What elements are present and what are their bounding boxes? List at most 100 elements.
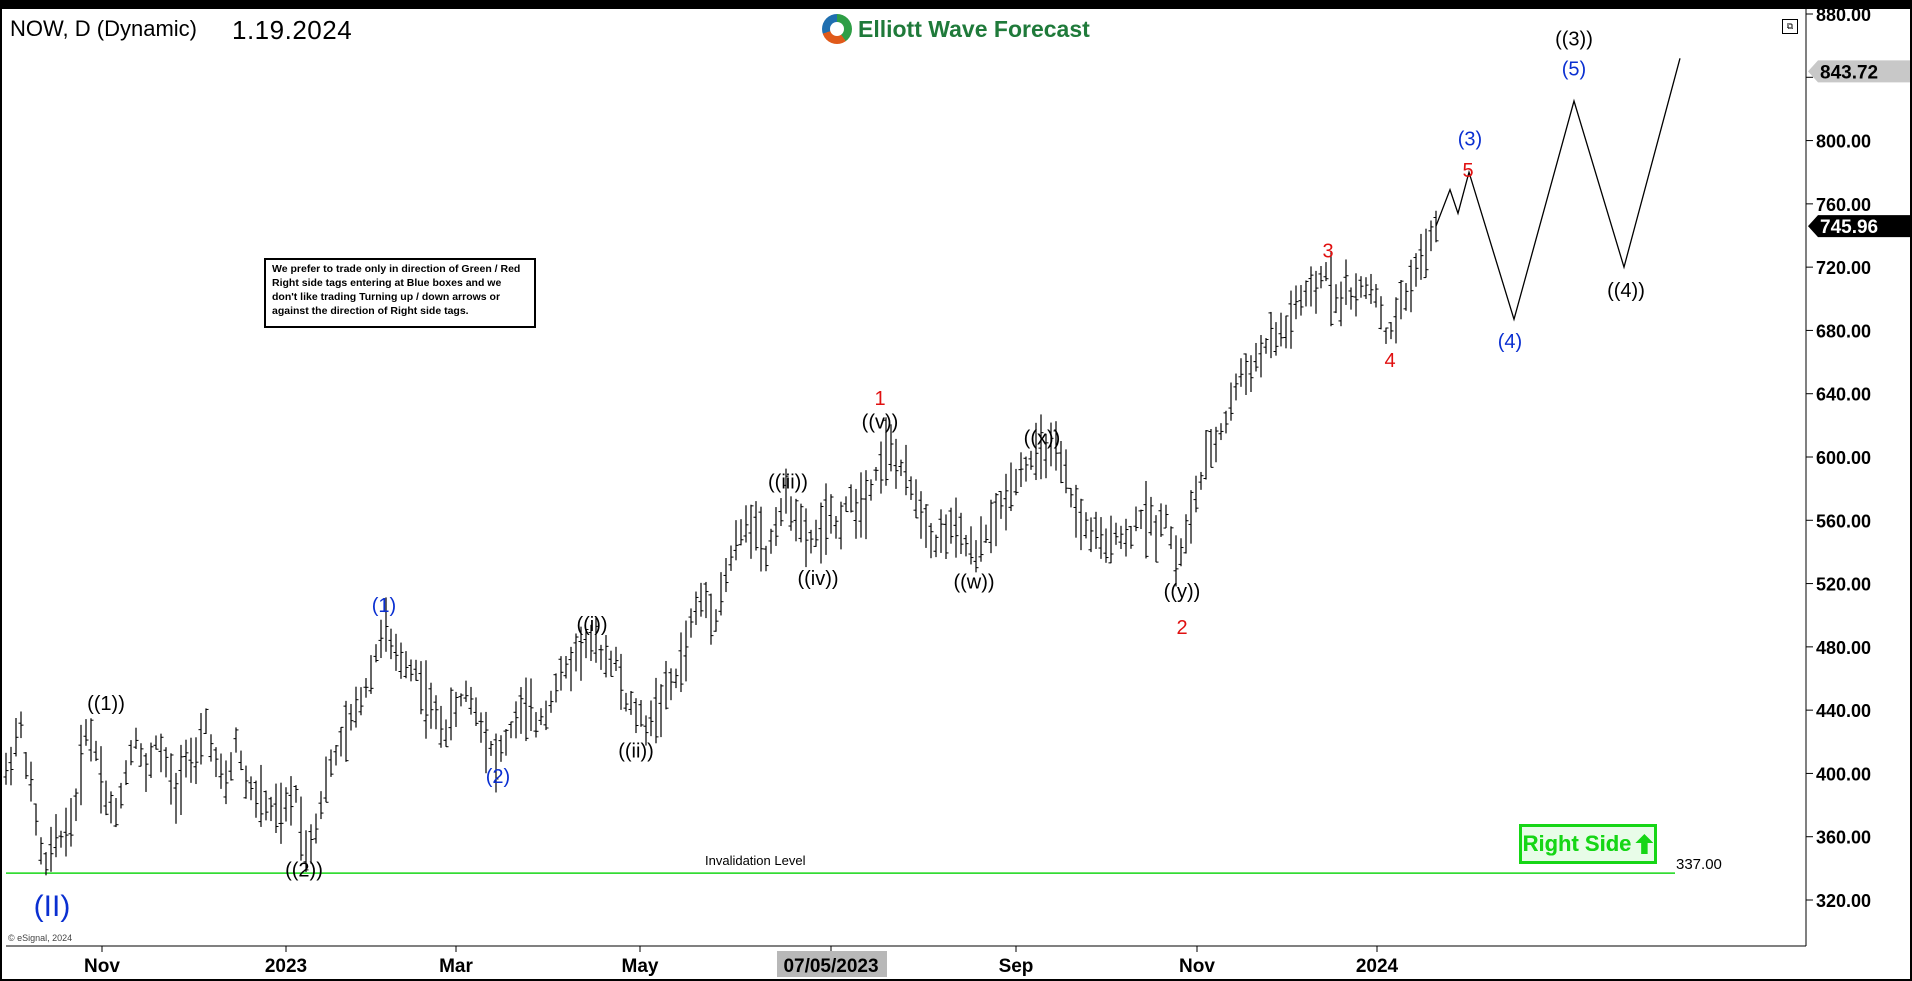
ohlc-bar (198, 713, 204, 765)
ohlc-bar (933, 534, 939, 558)
ohlc-bar (1383, 327, 1389, 344)
brand-name: Elliott Wave Forecast (858, 15, 1090, 42)
y-tick-label: 360.00 (1816, 828, 1871, 848)
ohlc-bar (1298, 285, 1304, 316)
ohlc-bar (588, 624, 594, 661)
ohlc-bar (113, 798, 119, 828)
ohlc-bar (713, 609, 719, 632)
ohlc-bar (1073, 484, 1079, 538)
ohlc-bar (1398, 279, 1404, 320)
ohlc-bar (163, 747, 169, 778)
ohlc-bar (133, 727, 139, 749)
ohlc-bar (423, 660, 429, 739)
invalidation-value: 337.00 (1676, 856, 1722, 873)
ohlc-bar (793, 498, 799, 542)
ohlc-bar (33, 803, 39, 836)
ohlc-bar (593, 617, 599, 663)
ohlc-bar (1133, 506, 1139, 532)
price-tag: 843.72 (1808, 60, 1910, 83)
ohlc-bar (678, 632, 684, 693)
ohlc-bar (1153, 515, 1159, 563)
ohlc-bar (273, 783, 279, 833)
ohlc-bar (698, 582, 704, 617)
ohlc-bar (303, 830, 309, 873)
ohlc-bar (73, 788, 79, 822)
ohlc-bar (1023, 456, 1029, 482)
ohlc-bar (673, 668, 679, 689)
ohlc-bar (468, 686, 474, 715)
ohlc-bar (1433, 210, 1439, 243)
ohlc-bar (358, 687, 364, 716)
ohlc-bar (1158, 503, 1164, 537)
ohlc-bar (228, 752, 234, 781)
brand-globe-icon (822, 14, 852, 44)
chart-date: 1.19.2024 (232, 15, 353, 45)
y-tick-label: 720.00 (1816, 258, 1871, 278)
ohlc-bar (383, 597, 389, 652)
ohlc-bar (283, 787, 289, 822)
ohlc-bar (1183, 514, 1189, 554)
ohlc-bar (888, 424, 894, 472)
ohlc-bar (533, 712, 539, 738)
ohlc-bar (868, 479, 874, 501)
ohlc-bar (1058, 440, 1064, 484)
ohlc-bar (478, 712, 484, 743)
ohlc-bar (993, 493, 999, 547)
wave-label: ((i)) (576, 614, 607, 636)
ohlc-bar (628, 690, 634, 715)
x-tick-label: 2024 (1356, 956, 1399, 977)
wave-label: 3 (1322, 241, 1333, 263)
ohlc-bar (413, 659, 419, 681)
window-restore-icon[interactable]: ⧉ (1782, 19, 1798, 34)
ohlc-bar (363, 678, 369, 698)
copyright: © eSignal, 2024 (8, 933, 73, 943)
ohlc-bar (293, 785, 299, 803)
ohlc-bar (1403, 283, 1409, 311)
ohlc-bar (398, 642, 404, 679)
ohlc-bar (1013, 468, 1019, 496)
ohlc-bar (988, 499, 994, 554)
ohlc-bar (1313, 270, 1319, 314)
ohlc-bar (343, 700, 349, 762)
ohlc-bar (833, 516, 839, 539)
ohlc-bar (818, 502, 824, 564)
ohlc-bar (948, 507, 954, 544)
ohlc-bar (813, 519, 819, 547)
ohlc-bar (378, 619, 384, 659)
ohlc-bar (8, 746, 14, 786)
ohlc-bar (1163, 504, 1169, 529)
ohlc-bar (153, 735, 159, 750)
ohlc-bar (803, 508, 809, 568)
y-tick-label: 400.00 (1816, 764, 1871, 784)
ohlc-bar (1343, 259, 1349, 305)
ohlc-bar (618, 653, 624, 710)
ohlc-bar (1333, 284, 1339, 314)
ohlc-bar (23, 752, 29, 779)
ohlc-bar (28, 761, 34, 802)
ohlc-bar (13, 718, 19, 757)
y-tick-label: 680.00 (1816, 321, 1871, 341)
ohlc-bar (648, 700, 654, 737)
ohlc-bar (1203, 430, 1209, 480)
wave-label: ((3)) (1555, 29, 1593, 51)
ohlc-bar (338, 726, 344, 757)
wave-label: ((v)) (862, 412, 899, 434)
ohlc-bar (263, 790, 269, 821)
x-tick-label: Mar (439, 956, 473, 977)
ohlc-bar (613, 646, 619, 671)
ohlc-bar (108, 791, 114, 824)
ohlc-bar (668, 668, 674, 701)
y-tick-label: 440.00 (1816, 701, 1871, 721)
ohlc-bar (1138, 509, 1144, 530)
y-tick-label: 320.00 (1816, 891, 1871, 911)
ohlc-bar (553, 673, 559, 703)
ohlc-bar (738, 519, 744, 546)
ohlc-bar (623, 692, 629, 712)
ohlc-bar (1113, 522, 1119, 545)
ohlc-bar (1288, 290, 1294, 349)
ohlc-bar (223, 760, 229, 805)
price-tag-bg (1808, 60, 1910, 83)
ohlc-bar (1083, 512, 1089, 539)
ohlc-bar (493, 733, 499, 793)
ohlc-bar (1108, 515, 1114, 564)
